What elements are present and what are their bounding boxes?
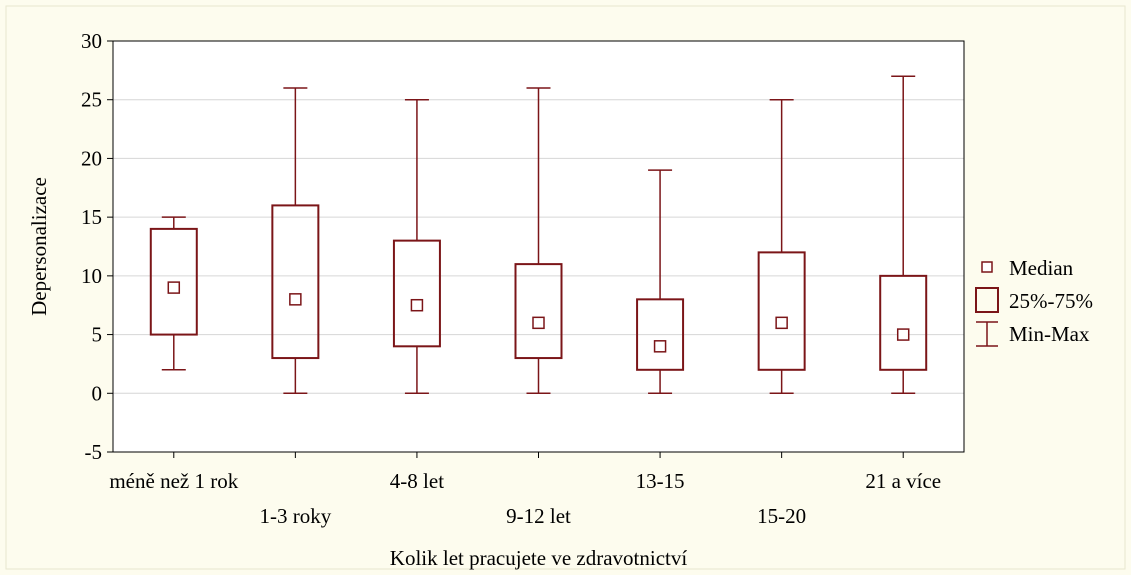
y-tick-label: 5 <box>92 323 103 347</box>
y-axis-title: Depersonalizace <box>27 177 51 316</box>
x-tick-label: 9-12 let <box>506 504 571 528</box>
legend-median-symbol <box>982 262 992 272</box>
y-tick-label: 30 <box>81 29 102 53</box>
y-tick-label: -5 <box>85 440 103 464</box>
legend-whisker-label: Min-Max <box>1009 322 1090 346</box>
y-tick-label: 25 <box>81 88 102 112</box>
median-marker <box>411 300 422 311</box>
y-tick-label: 10 <box>81 264 102 288</box>
median-marker <box>898 329 909 340</box>
x-tick-label: 13-15 <box>636 469 685 493</box>
x-tick-label: méně než 1 rok <box>109 469 238 493</box>
legend-box-label: 25%-75% <box>1009 289 1093 313</box>
x-axis-title: Kolik let pracujete ve zdravotnictví <box>390 546 688 570</box>
median-marker <box>776 317 787 328</box>
median-marker <box>655 341 666 352</box>
x-tick-label: 21 a více <box>865 469 941 493</box>
x-tick-label: 4-8 let <box>390 469 444 493</box>
y-tick-label: 15 <box>81 205 102 229</box>
x-tick-label: 15-20 <box>757 504 806 528</box>
median-marker <box>290 294 301 305</box>
x-tick-label: 1-3 roky <box>259 504 331 528</box>
legend-median-label: Median <box>1009 256 1074 280</box>
median-marker <box>533 317 544 328</box>
y-tick-label: 20 <box>81 146 102 170</box>
y-tick-label: 0 <box>92 381 103 405</box>
median-marker <box>168 282 179 293</box>
